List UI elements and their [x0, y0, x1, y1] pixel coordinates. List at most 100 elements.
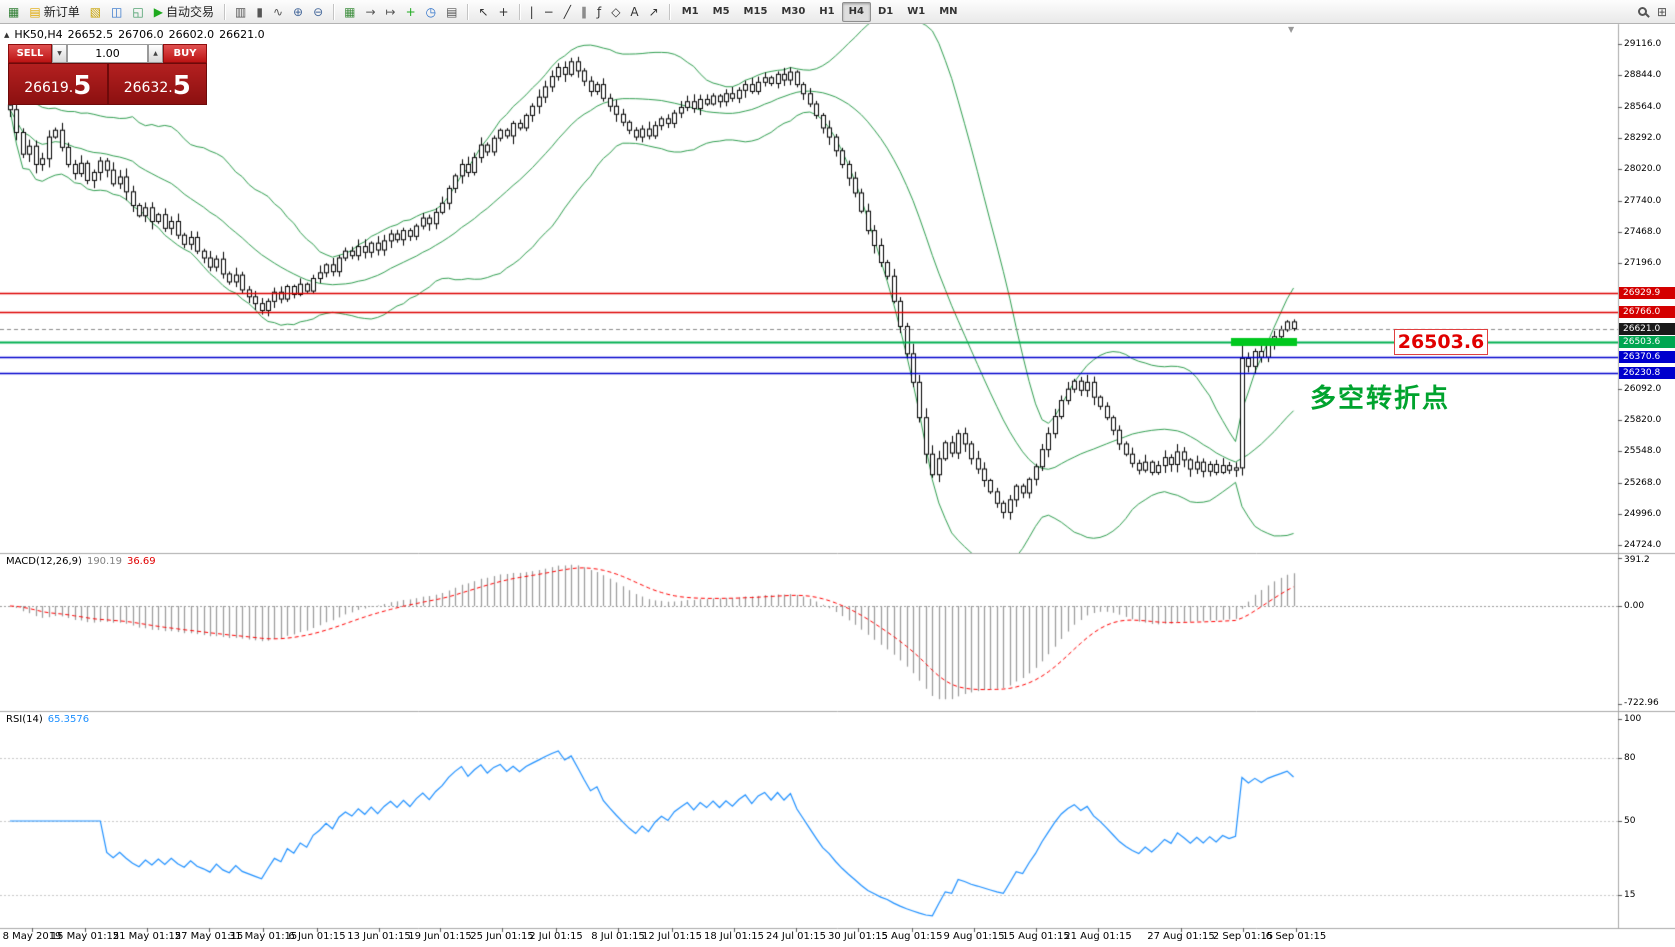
price-level-label[interactable]: 26503.6	[1394, 329, 1488, 355]
indicators-icon[interactable]: +	[401, 2, 421, 22]
time-axis-label: 15 Aug 01:15	[1002, 931, 1070, 942]
candlestick-chart-icon[interactable]: ▮	[251, 2, 268, 22]
new-order-button[interactable]: ▤ 新订单	[24, 2, 84, 22]
time-axis-label: 2 Sep 01:15	[1212, 931, 1274, 942]
cursor-icon[interactable]: ↖	[473, 2, 493, 22]
volume-down-stepper[interactable]: ▼	[52, 44, 67, 63]
arrow-icon[interactable]: ↗	[644, 2, 664, 22]
crosshair-icon[interactable]: +	[494, 2, 514, 22]
price-tag[interactable]: 26370.6	[1619, 351, 1675, 364]
periods-icon[interactable]: ◷	[421, 2, 441, 22]
buy-button[interactable]: BUY	[163, 44, 207, 63]
rsi-value: 65.3576	[47, 714, 90, 725]
search-icon[interactable]	[1633, 2, 1652, 22]
timeframe-h1[interactable]: H1	[819, 6, 835, 17]
price-axis-label: 25268.0	[1624, 477, 1662, 488]
add-window-icon: ⊞	[1656, 4, 1667, 19]
vertical-line-icon[interactable]: |	[525, 2, 539, 22]
text-icon[interactable]: A	[625, 2, 643, 22]
macd-scale-label: 391.2	[1624, 555, 1650, 565]
volume-input[interactable]: 1.00	[67, 44, 148, 63]
new-order-button-label: 新订单	[43, 5, 80, 19]
line-chart-icon[interactable]: ∿	[268, 2, 288, 22]
terminal-icon[interactable]: ▦	[3, 2, 24, 22]
sell-button[interactable]: SELL	[8, 44, 52, 63]
price-axis-label: 27740.0	[1624, 195, 1662, 206]
timeframe-m15[interactable]: M15	[743, 6, 768, 17]
time-axis-label: 25 Jun 01:15	[470, 931, 534, 942]
sell-price-display[interactable]: 26619. 5	[8, 63, 108, 105]
macd-name: MACD(12,26,9)	[6, 556, 82, 567]
price-axis-label: 27468.0	[1624, 226, 1662, 237]
text-icon: A	[630, 4, 639, 19]
one-click-trading-panel: SELL ▼ 1.00 ▲ BUY 26619. 5 26632. 5	[8, 44, 207, 105]
zoom-in-icon[interactable]: ⊕	[288, 2, 308, 22]
chart-shift-marker[interactable]: ▼	[1288, 25, 1295, 34]
auto-scroll-icon[interactable]: →	[360, 2, 380, 22]
annotation-text: 多空转折点	[1310, 384, 1451, 414]
autotrade-button-label: 自动交易	[165, 5, 214, 19]
timeframe-m1[interactable]: M1	[681, 6, 699, 17]
profiles-icon[interactable]: ▧	[85, 2, 106, 22]
price-axis-label: 26092.0	[1624, 383, 1662, 394]
symbol-period-label: HK50,H4	[14, 28, 63, 41]
channel-icon[interactable]: ∥	[576, 2, 592, 22]
shapes-icon[interactable]: ◇	[606, 2, 625, 22]
price-axis-label: 25820.0	[1624, 414, 1662, 425]
strategy-tester-icon[interactable]: ◱	[127, 2, 148, 22]
timeframe-h4[interactable]: H4	[841, 1, 871, 22]
grid-icon[interactable]: ▦	[339, 2, 360, 22]
price-tag[interactable]: 26766.0	[1619, 306, 1675, 319]
time-axis-label: 30 Jul 01:15	[828, 931, 888, 942]
time-axis-label: 2 Jul 01:15	[529, 931, 583, 942]
timeframe-w1[interactable]: W1	[907, 6, 926, 17]
templates-icon: ▤	[446, 4, 458, 19]
top-toolbar: ▦ ▤ 新订单 ▧ ◫ ◱ ▶ 自动交易 ▥ ▮ ∿ ⊕ ⊖ ▦ → ↦ + ◷ ▤ ↖ + | − ╱ ∥ ƒ ◇ A ↗ M1 M5 M1…	[0, 0, 1675, 24]
time-axis-label: 21 Aug 01:15	[1064, 931, 1132, 942]
zoom-out-icon: ⊖	[313, 4, 324, 19]
autotrade-button[interactable]: ▶ 自动交易	[149, 2, 219, 22]
horizontal-line-icon[interactable]: −	[539, 2, 559, 22]
timeframe-mn[interactable]: MN	[939, 6, 958, 17]
sell-price-big-digit: 5	[73, 71, 92, 101]
time-axis-label: 8 May 2019	[2, 931, 62, 942]
auto-scroll-icon: →	[365, 4, 376, 19]
chart-shift-icon[interactable]: ↦	[381, 2, 401, 22]
volume-up-stepper[interactable]: ▲	[148, 44, 163, 63]
time-axis-label: 15 May 01:15	[50, 931, 120, 942]
time-axis-label: 18 Jul 01:15	[704, 931, 764, 942]
collapse-panel-icon[interactable]: ▲	[4, 30, 10, 39]
price-tag[interactable]: 26929.9	[1619, 287, 1675, 300]
zoom-out-icon[interactable]: ⊖	[308, 2, 328, 22]
timeframe-m5[interactable]: M5	[712, 6, 730, 17]
time-axis-label: 21 May 01:15	[112, 931, 182, 942]
market-watch-icon[interactable]: ◫	[106, 2, 127, 22]
price-tag[interactable]: 26621.0	[1619, 322, 1675, 335]
fibonacci-icon[interactable]: ƒ	[592, 2, 606, 22]
price-axis-label: 24724.0	[1624, 540, 1662, 550]
time-axis-label: 8 Jul 01:15	[591, 931, 645, 942]
rsi-indicator-label: RSI(14) 65.3576	[6, 714, 94, 725]
rsi-scale-label: 80	[1624, 753, 1636, 763]
add-window-icon[interactable]: ⊞	[1652, 2, 1672, 22]
price-axis-label: 28844.0	[1624, 70, 1662, 81]
trendline-icon[interactable]: ╱	[559, 2, 576, 22]
timeframe-d1[interactable]: D1	[877, 6, 894, 17]
price-tag[interactable]: 26503.6	[1619, 335, 1675, 348]
price-axis-label: 28564.0	[1624, 101, 1662, 112]
line-chart-icon: ∿	[272, 4, 283, 19]
rsi-scale-label: 50	[1624, 816, 1636, 826]
price-tag[interactable]: 26230.8	[1619, 367, 1675, 380]
timeframe-m30[interactable]: M30	[781, 6, 806, 17]
templates-icon[interactable]: ▤	[441, 2, 462, 22]
zoom-in-icon: ⊕	[293, 4, 304, 19]
price-axis-label: 24996.0	[1624, 508, 1662, 519]
bar-chart-icon[interactable]: ▥	[230, 2, 251, 22]
buy-price-display[interactable]: 26632. 5	[107, 63, 207, 105]
ohlc-close: 26621.0	[219, 28, 265, 41]
time-axis-label: 27 Aug 01:15	[1147, 931, 1215, 942]
chart-shift-icon: ↦	[385, 4, 396, 19]
macd-scale-label: -722.96	[1624, 698, 1659, 708]
buy-price-main: 26632.	[123, 80, 173, 96]
